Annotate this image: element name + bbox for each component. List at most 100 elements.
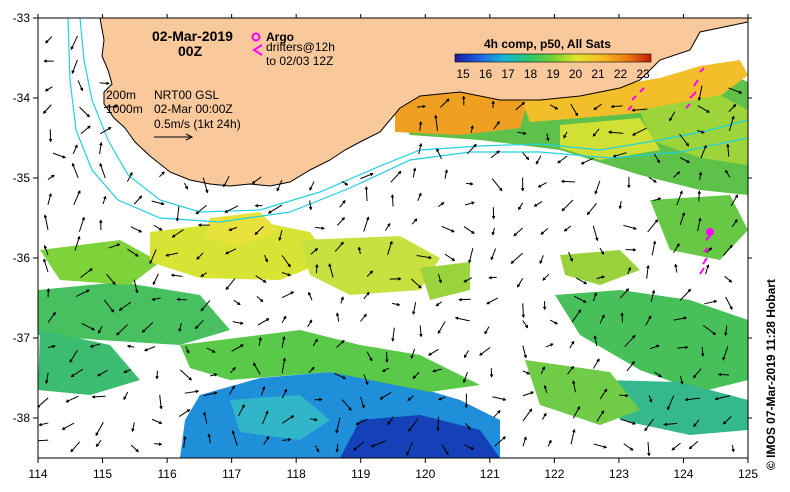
- vector-head: [196, 256, 200, 260]
- vector-head: [697, 190, 702, 194]
- vector-head: [618, 205, 623, 210]
- vector-head: [335, 449, 340, 453]
- vector-head: [111, 281, 116, 285]
- vector-head: [152, 281, 157, 286]
- vector-head: [586, 211, 591, 216]
- vector-head: [685, 142, 690, 147]
- vector-head: [158, 227, 163, 231]
- vector-head: [361, 404, 365, 409]
- y-tick-label: -37: [13, 331, 31, 345]
- vector-head: [722, 420, 727, 425]
- vector-head: [557, 159, 562, 164]
- vector-head: [197, 223, 202, 227]
- vector-head: [539, 260, 543, 265]
- vector-head: [134, 253, 139, 257]
- x-tick-label: 125: [738, 467, 758, 481]
- vector-head: [159, 405, 163, 410]
- argo-label: Argo: [266, 30, 294, 44]
- isobath-200m: 200m: [106, 88, 136, 102]
- vector-head: [200, 273, 205, 277]
- vector-head: [463, 279, 468, 283]
- vector-head: [729, 244, 733, 249]
- vector-head: [486, 300, 491, 305]
- vector-head: [698, 171, 703, 176]
- vector-head: [314, 338, 318, 343]
- vector-head: [408, 427, 412, 432]
- vector-head: [523, 131, 527, 136]
- vector-head: [353, 446, 358, 451]
- vector-head: [158, 442, 163, 446]
- vector-head: [341, 199, 346, 204]
- colorbar-tick-label: 23: [636, 67, 650, 81]
- vector-head: [241, 404, 245, 409]
- vector-head: [600, 410, 605, 415]
- vector-head: [74, 144, 78, 149]
- vector-head: [86, 113, 90, 118]
- vector-head: [283, 388, 288, 393]
- vector-head: [225, 286, 230, 291]
- vector-head: [560, 179, 565, 184]
- vector-head: [319, 397, 323, 402]
- vector-head: [545, 137, 550, 142]
- vector-head: [676, 243, 680, 247]
- vector-head: [160, 201, 165, 206]
- vector-head: [89, 344, 94, 348]
- vector-head: [370, 443, 375, 448]
- vector-head: [535, 160, 540, 165]
- vector-head: [726, 143, 730, 148]
- vector-head: [282, 357, 287, 362]
- vector-head: [458, 297, 462, 302]
- colorbar: 4h comp, p50, All Sats 15 16 17 18 19 20 21 22 2…: [454, 37, 652, 81]
- vector-head: [523, 354, 528, 359]
- vector-head: [381, 368, 386, 372]
- vector-head: [379, 396, 384, 400]
- vector-head: [603, 388, 608, 393]
- vector-head: [43, 244, 48, 249]
- x-tick-label: 114: [28, 467, 47, 481]
- vector-head: [123, 396, 127, 401]
- vector-head: [95, 432, 99, 437]
- vector-head: [612, 154, 617, 158]
- vector-head: [357, 246, 362, 251]
- vector-head: [582, 299, 587, 303]
- x-tick-label: 117: [222, 467, 241, 481]
- vector-head: [717, 372, 722, 377]
- vector-head: [657, 197, 662, 201]
- vector-head: [161, 171, 165, 176]
- colorbar-tick-label: 16: [479, 67, 493, 81]
- vector-head: [262, 279, 267, 283]
- vector-head: [600, 251, 605, 255]
- vector-head: [583, 280, 588, 285]
- vector-head: [671, 446, 676, 451]
- vector-head: [290, 415, 295, 419]
- vector-head: [631, 108, 635, 113]
- vector-head: [85, 289, 90, 293]
- vector-head: [340, 241, 344, 246]
- vector-head: [445, 98, 450, 103]
- vector-head: [496, 410, 501, 414]
- vector-head: [428, 352, 432, 356]
- vector-head: [86, 125, 91, 130]
- vector-head: [683, 316, 688, 320]
- vector-head: [365, 291, 370, 296]
- vector-head: [633, 226, 637, 230]
- vector-head: [418, 192, 422, 197]
- vector-head: [44, 87, 49, 92]
- vector-head: [185, 349, 190, 354]
- vector-head: [165, 253, 169, 257]
- vector-head: [91, 395, 95, 399]
- vector-head: [131, 428, 135, 433]
- vector-head: [396, 302, 401, 307]
- vector-head: [308, 206, 313, 211]
- vector-head: [232, 366, 236, 371]
- vector-head: [537, 184, 542, 188]
- vector-head: [258, 336, 263, 341]
- vector-head: [601, 314, 605, 319]
- vector-head: [411, 311, 416, 316]
- vector-head: [397, 170, 402, 175]
- vector-head: [341, 217, 345, 221]
- vector-head: [540, 231, 545, 235]
- vector-head: [155, 376, 159, 380]
- x-tick-label: 124: [673, 467, 693, 481]
- vector-head: [541, 366, 546, 371]
